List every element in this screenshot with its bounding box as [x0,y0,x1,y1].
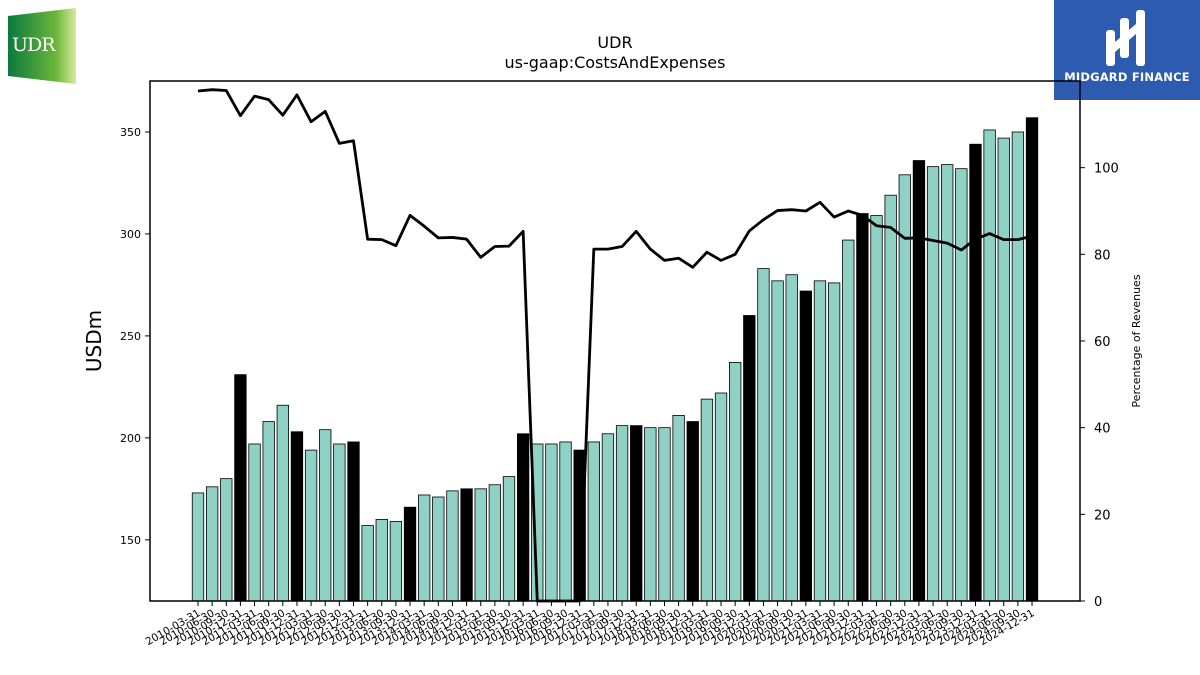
bar [658,427,671,602]
bar [418,494,431,602]
bar [474,488,487,602]
bar [191,492,205,602]
bar [290,431,304,602]
bar [403,506,417,602]
bar [1025,117,1039,602]
bar [813,280,827,602]
bar [785,274,798,602]
bar [630,425,643,602]
bar [389,521,403,602]
bar [842,239,855,602]
bar-series [191,117,1039,602]
bar [799,290,812,602]
bar [502,476,516,602]
bar [432,496,445,602]
bar [460,488,473,602]
bar [587,441,600,602]
bar [446,490,459,602]
bar [601,433,615,602]
bar [912,160,926,602]
bar [644,427,657,602]
y-tick-label: 350 [120,126,141,139]
bar [856,213,869,602]
bar [559,441,572,602]
bar [926,166,940,602]
y-tick-label: 200 [120,432,141,445]
y2-tick-label: 0 [1094,595,1102,610]
y-tick-label: 250 [120,330,141,343]
bar [700,398,714,602]
y2-tick-label: 40 [1094,422,1111,437]
bar [220,478,233,602]
bar [234,374,247,602]
udr-logo: UDR [8,8,76,84]
midgard-finance-text: MIDGARD FINANCE [1064,70,1190,84]
chart-subtitle: us-gaap:CostsAndExpenses [505,53,726,72]
bar [672,415,685,602]
bar [955,168,968,602]
bar [827,282,841,602]
plot-frame [149,80,1081,602]
bar [488,484,502,602]
udr-logo-text: UDR [12,34,56,56]
bar [870,215,883,602]
bar [262,421,275,602]
line-series [197,88,1033,603]
bar [516,433,530,602]
bar [333,443,346,602]
y2-tick-label: 60 [1094,335,1111,350]
bar [757,268,770,602]
bar [304,449,318,602]
bar [743,315,756,602]
bar [729,362,742,602]
midgard-emblem-icon [1106,10,1145,66]
bar [969,143,982,602]
bar [248,443,261,602]
line-path [197,88,1033,603]
bar [375,519,388,602]
bar [997,137,1010,602]
y2-tick-label: 20 [1094,508,1111,523]
bar [319,429,332,602]
bar [347,441,360,602]
y-tick-label: 300 [120,228,141,241]
bar [686,421,699,602]
bar [771,280,784,602]
bar [545,443,558,602]
bar [941,164,954,602]
bar [361,525,374,602]
y2-tick-label: 80 [1094,248,1111,263]
chart-title: UDR [597,33,632,52]
bar [205,486,219,602]
midgard-finance-logo: MIDGARD FINANCE [1054,0,1200,100]
bar [714,392,728,602]
bar [1011,131,1025,602]
y-axis-label: USDm [82,310,106,372]
y2-tick-label: 100 [1094,162,1119,177]
bar [276,404,289,602]
bar [983,129,996,602]
y-tick-label: 150 [120,534,141,547]
y2-axis-label: Percentage of Revenues [1130,274,1143,407]
axes: 1502002503003500204060801002010-03-31201… [120,80,1119,648]
bar [884,194,897,602]
bar [615,425,629,602]
